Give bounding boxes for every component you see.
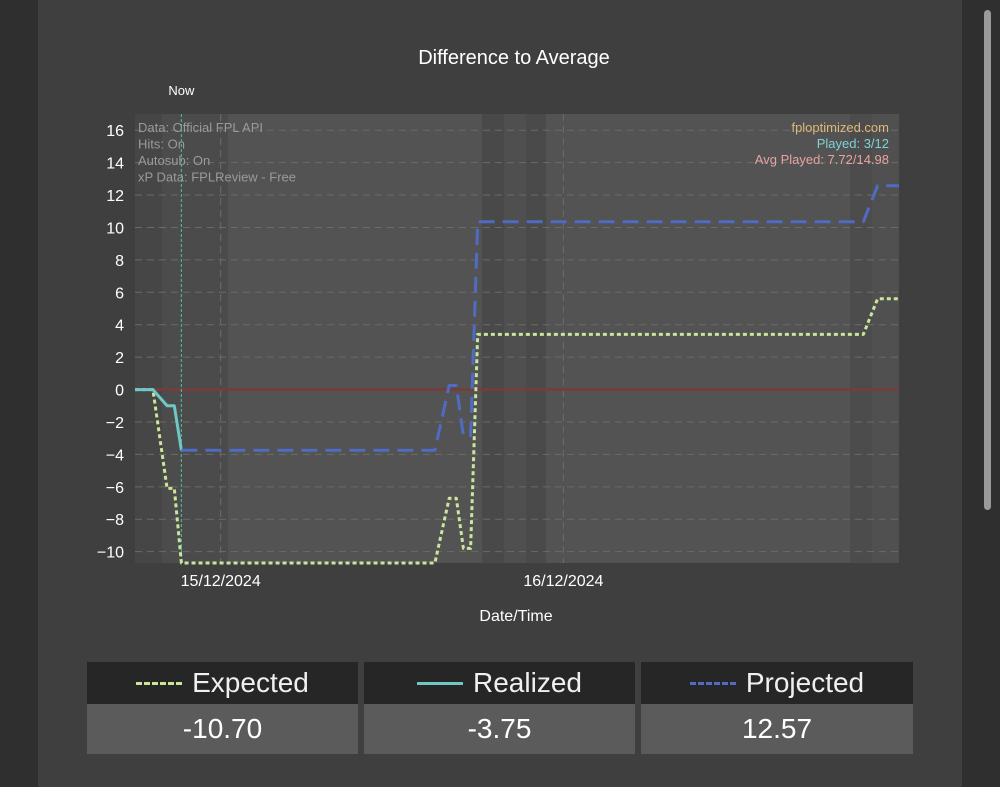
y-tick-label: 12 [106, 188, 124, 205]
annotation-right: fploptimized.com [791, 120, 889, 135]
dotted-line-icon [136, 681, 183, 685]
line-chart: Difference to Average Now 16 14 12 10 8 6 4 2 0 −… [97, 47, 899, 625]
match-band [162, 114, 182, 563]
legend-projected: Projected 12.57 [641, 662, 913, 754]
y-tick-label: −10 [97, 545, 124, 562]
y-tick-label: 8 [115, 253, 124, 270]
match-band [850, 114, 872, 563]
y-tick-label: 6 [115, 285, 124, 302]
legend-header: Realized [364, 662, 635, 704]
x-axis-label: Date/Time [479, 608, 552, 625]
y-tick-label: 4 [115, 318, 124, 335]
series-lines [135, 184, 899, 565]
y-tick-label: 16 [106, 123, 124, 140]
legend-value: -10.70 [182, 713, 263, 744]
y-tick-label: −4 [106, 447, 124, 464]
scrollbar-thumb[interactable] [984, 10, 991, 510]
solid-line-icon [417, 681, 464, 685]
now-marker-label: Now [168, 83, 195, 98]
legend-expected: Expected -10.70 [87, 662, 358, 754]
x-axis: 15/12/2024 16/12/2024 [181, 573, 604, 590]
annotation-right: Avg Played: 7.72/14.98 [755, 152, 889, 167]
match-band [135, 114, 162, 563]
x-tick-label: 15/12/2024 [181, 573, 261, 590]
chart-title: Difference to Average [418, 47, 610, 69]
series-line-realized [135, 388, 183, 451]
y-tick-label: −8 [106, 512, 124, 529]
legend-header: Projected [641, 662, 913, 704]
match-band [526, 114, 546, 563]
annotation-left: Data: Official FPL API [138, 120, 263, 135]
y-tick-label: −6 [106, 480, 124, 497]
annotation-left: xP Data: FPLReview - Free [138, 170, 296, 185]
legend-label: Projected [745, 667, 865, 698]
y-tick-label: −2 [106, 415, 124, 432]
dashed-line-icon [689, 681, 736, 685]
series-line-expected [135, 297, 899, 565]
match-band [504, 114, 526, 563]
x-tick-label: 16/12/2024 [523, 573, 603, 590]
y-tick-label: 14 [106, 156, 124, 173]
legend-header: Expected [87, 662, 358, 704]
y-axis: 16 14 12 10 8 6 4 2 0 −2 −4 −6 −8 −10 [97, 123, 124, 561]
legend-value: 12.57 [741, 713, 813, 744]
y-tick-label: 0 [115, 383, 124, 400]
annotation-right: Played: 3/12 [817, 136, 889, 151]
legend-realized: Realized -3.75 [364, 662, 635, 754]
legend-label: Expected [192, 667, 309, 698]
match-band [872, 114, 899, 563]
y-tick-label: 2 [115, 350, 124, 367]
y-tick-label: 10 [106, 220, 124, 237]
legend-value: -3.75 [467, 713, 532, 744]
annotation-left: Hits: On [138, 137, 185, 152]
legend-label: Realized [473, 667, 582, 698]
match-band [482, 114, 504, 563]
annotation-left: Autosub: On [138, 153, 210, 168]
